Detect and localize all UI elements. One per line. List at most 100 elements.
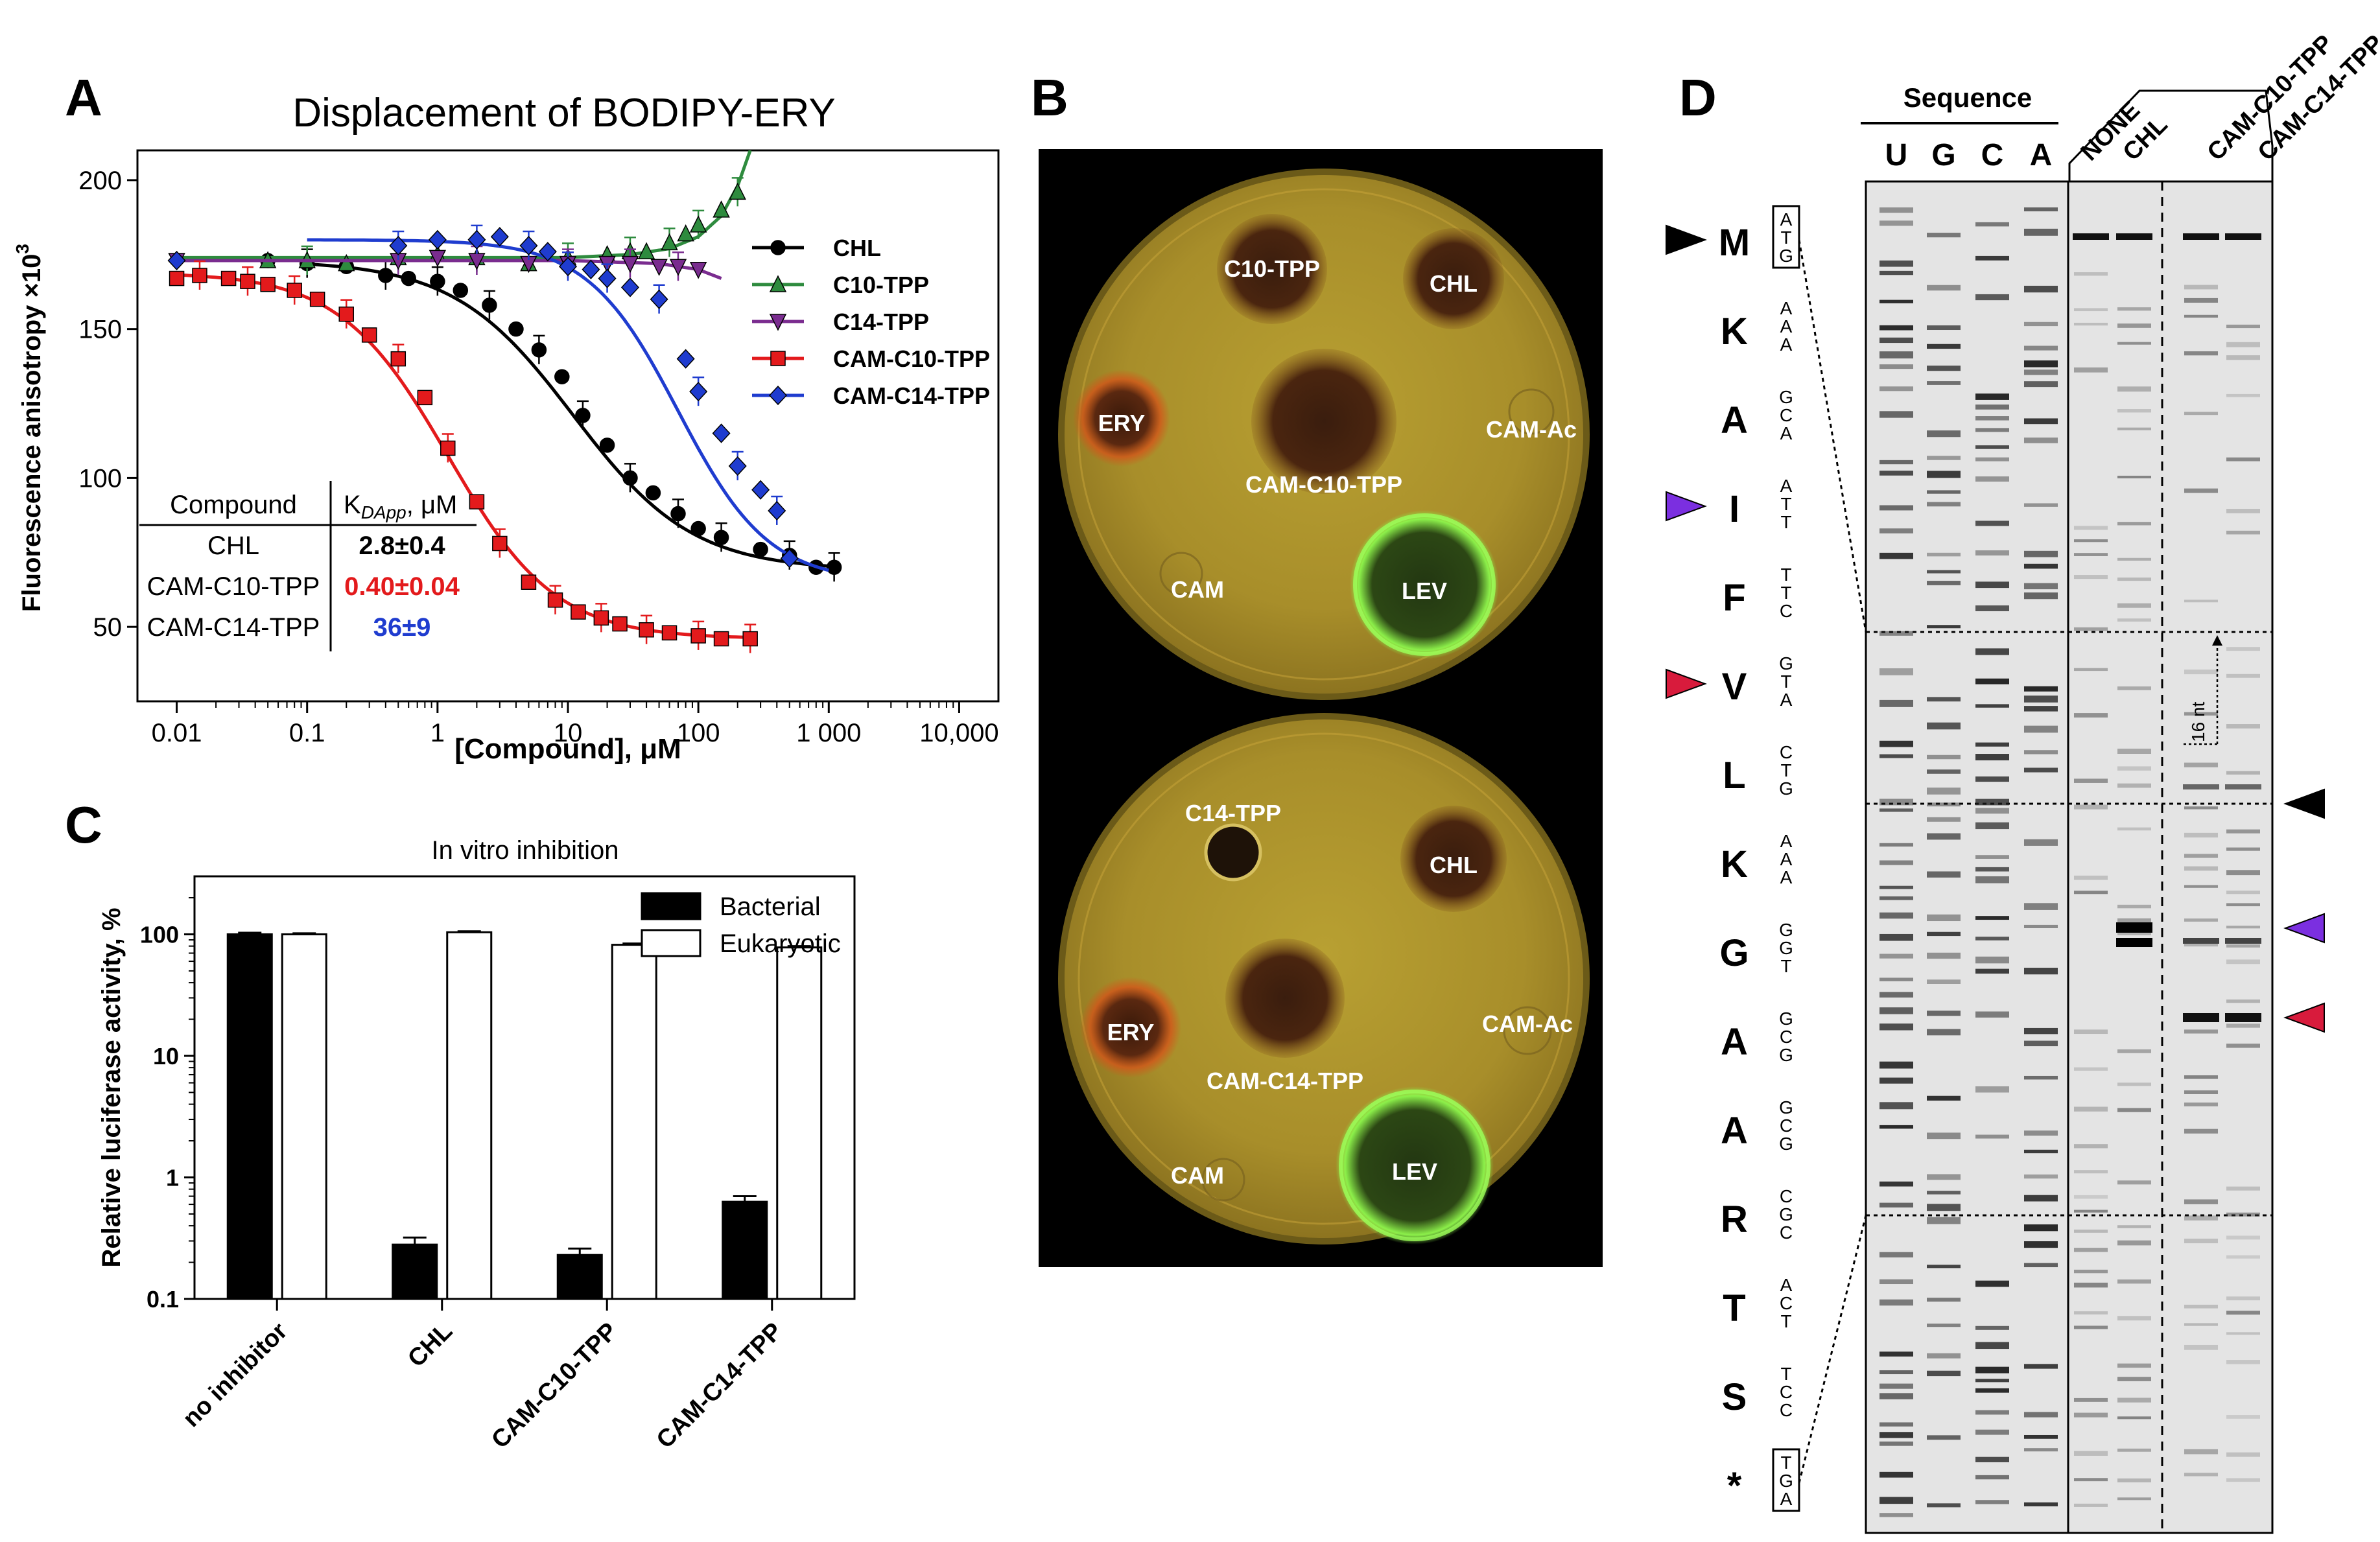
gel-band xyxy=(1927,490,1961,494)
gel-band xyxy=(2117,557,2151,561)
data-point xyxy=(430,274,445,289)
y-tick-label: 10 xyxy=(153,1043,179,1069)
gel-band xyxy=(1927,754,1961,760)
gel-band xyxy=(1975,520,2009,526)
gel-band xyxy=(2184,488,2218,493)
legend-marker xyxy=(770,351,786,366)
gel-band xyxy=(2226,324,2260,329)
kd-table-header-kd: KDApp, μM xyxy=(344,491,457,522)
gel-band xyxy=(2226,1023,2260,1028)
kd-row-value: 36±9 xyxy=(373,613,431,642)
gel-band xyxy=(2184,298,2218,303)
gel-band xyxy=(2074,778,2108,783)
y-tick-label: 150 xyxy=(78,316,122,344)
codon-base: A xyxy=(1780,316,1793,336)
gel-band xyxy=(1879,220,1913,226)
bar-eukaryotic xyxy=(446,931,493,1300)
data-point xyxy=(639,622,654,638)
codon-base: A xyxy=(1780,1275,1793,1295)
gel-band xyxy=(1975,404,2009,410)
x-tick-label: CAM-C14-TPP xyxy=(652,1318,788,1454)
x-tick-label: 0.01 xyxy=(152,719,202,747)
gel-band xyxy=(2024,550,2058,557)
data-point xyxy=(338,253,355,272)
data-point xyxy=(780,548,799,568)
gel-band xyxy=(1975,294,2009,301)
gel-band xyxy=(2184,942,2218,947)
codon-base: T xyxy=(1780,565,1791,585)
x-tick-label: 1 xyxy=(430,719,445,747)
codon-base: A xyxy=(1780,831,1793,851)
gel-band xyxy=(1879,460,1913,465)
gel-band xyxy=(2024,1502,2058,1506)
data-point xyxy=(167,250,186,271)
gel-band xyxy=(1927,769,1961,774)
gel-band xyxy=(1879,1432,1913,1438)
gel-band xyxy=(1927,381,1961,385)
gel-band xyxy=(1879,896,1913,900)
codon-base: A xyxy=(1780,867,1793,887)
gel-band xyxy=(2117,618,2151,622)
gel-band xyxy=(2226,903,2260,907)
gel-band xyxy=(1879,411,1913,418)
amino-acid: * xyxy=(1727,1465,1742,1507)
bar-bacterial xyxy=(556,1254,603,1300)
gel-band xyxy=(1927,1265,1961,1268)
gel-band xyxy=(2184,669,2218,675)
fit-line xyxy=(176,259,722,280)
gel-band xyxy=(2117,427,2151,430)
chart-c-frame xyxy=(193,875,856,1300)
gel-band xyxy=(1879,351,1913,358)
gel-band xyxy=(2226,530,2260,535)
data-point xyxy=(482,298,497,313)
codon-base: C xyxy=(1780,1293,1793,1313)
gel-band xyxy=(2226,1452,2260,1457)
gel-band xyxy=(1879,808,1913,812)
gel-band xyxy=(2184,762,2218,767)
gel-band xyxy=(2184,1449,2218,1454)
disk-label: ERY xyxy=(1107,1019,1155,1046)
gel-band xyxy=(1927,625,1961,629)
gel-band xyxy=(2117,904,2151,909)
panel-c: C In vitro inhibition 0.1 1 10 100 Relative… xyxy=(65,796,856,1454)
gel-band xyxy=(2184,806,2218,810)
gel-band xyxy=(1927,1435,1961,1440)
gel-band xyxy=(2074,575,2108,579)
data-point xyxy=(338,306,355,322)
gel-band xyxy=(2074,1326,2108,1329)
gel-band xyxy=(1927,1191,1961,1195)
data-point xyxy=(645,485,661,501)
data-point xyxy=(728,456,747,476)
gel-band xyxy=(2074,1106,2108,1112)
legend-label: Bacterial xyxy=(720,893,821,921)
gel-band xyxy=(1927,552,1961,557)
disk-label: CAM xyxy=(1171,1162,1224,1189)
gel-band xyxy=(2074,1209,2108,1213)
gel-band xyxy=(1975,808,2009,814)
gel-band xyxy=(2226,1415,2260,1419)
data-point xyxy=(558,257,578,277)
data-point xyxy=(531,342,547,358)
data-point xyxy=(661,625,677,641)
data-point xyxy=(361,327,377,343)
lane-label: U xyxy=(1885,138,1908,172)
gel-band xyxy=(1879,552,1913,559)
codon-base: T xyxy=(1780,1453,1791,1473)
gel-band xyxy=(2024,767,2058,773)
gel-band xyxy=(1879,1471,1913,1478)
gel-band xyxy=(2024,1130,2058,1136)
gel-band xyxy=(1879,270,1913,275)
data-point xyxy=(669,259,687,276)
gel-band xyxy=(1927,871,1961,878)
gel-band xyxy=(1927,802,1961,807)
gel-band xyxy=(2184,854,2218,858)
x-tick-label: 10,000 xyxy=(919,719,998,747)
gel-band xyxy=(1927,502,1961,507)
gel-band xyxy=(1927,1217,1961,1224)
gel-band xyxy=(1879,1023,1913,1031)
gel-band xyxy=(2226,1311,2260,1315)
data-point xyxy=(508,321,524,337)
gel-band xyxy=(2024,381,2058,388)
codon-base: G xyxy=(1779,653,1793,673)
data-point xyxy=(612,616,628,632)
